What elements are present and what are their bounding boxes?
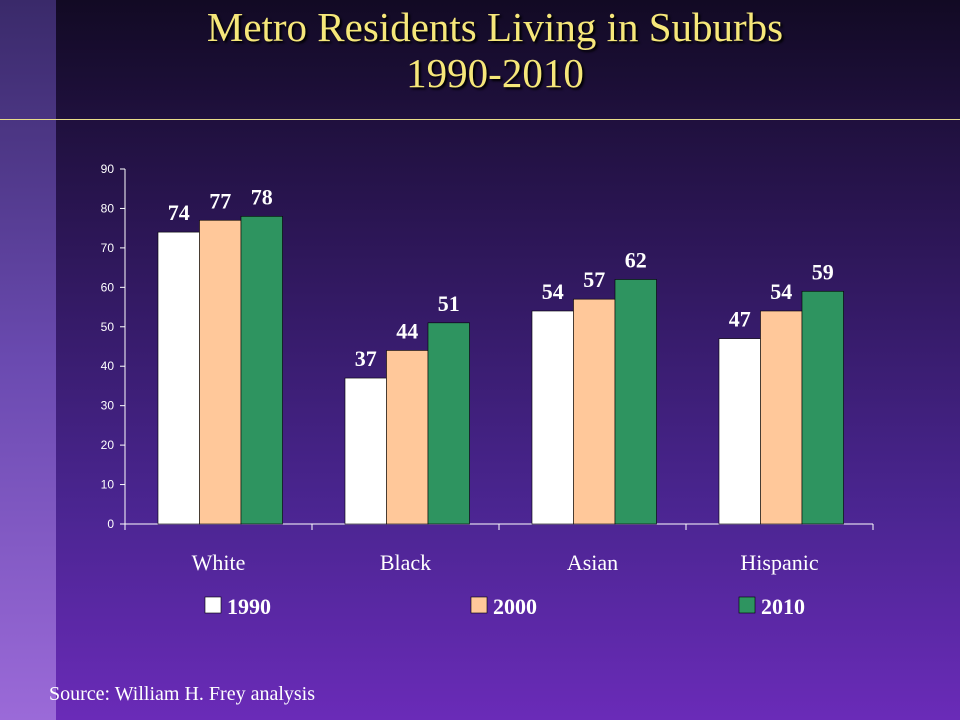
bar-1990 xyxy=(344,377,387,525)
bar-2000 xyxy=(386,350,429,525)
data-label: 54 xyxy=(770,279,792,304)
bar-chart: 0 10 20 30 40 50 60 70 80 90 White 74 77 78 Black 37 44… xyxy=(101,162,844,619)
data-label: 74 xyxy=(168,200,190,225)
data-label: 77 xyxy=(209,188,231,213)
category-label: Hispanic xyxy=(740,550,818,575)
data-label: 78 xyxy=(251,184,273,209)
bar-2000 xyxy=(199,219,242,525)
slide-title-line2: 1990-2010 xyxy=(406,50,584,96)
y-tick-label: 30 xyxy=(101,399,115,413)
y-tick-label: 40 xyxy=(101,359,115,373)
legend-label-2010: 2010 xyxy=(761,594,805,619)
data-label: 54 xyxy=(542,279,564,304)
chart-bars xyxy=(157,216,844,525)
legend-swatch-2000 xyxy=(470,596,488,614)
bar-2010 xyxy=(614,279,657,525)
y-tick-label: 80 xyxy=(101,201,115,215)
slide-title-line1: Metro Residents Living in Suburbs xyxy=(206,4,784,50)
y-tick-label: 10 xyxy=(101,478,115,492)
bar-2010 xyxy=(801,290,844,525)
bar-2000 xyxy=(573,298,616,525)
chart-legend: 1990 2000 2010 xyxy=(204,594,805,619)
category-label: Black xyxy=(380,550,431,575)
y-tick-label: 90 xyxy=(101,162,115,176)
y-tick-label: 60 xyxy=(101,280,115,294)
decorative-side-bar xyxy=(0,0,56,720)
y-tick-label: 0 xyxy=(107,517,114,531)
legend-swatch-1990 xyxy=(204,596,222,614)
data-label: 59 xyxy=(812,259,834,284)
chart-labels: White 74 77 78 Black 37 44 51 Asian 54 57 62 Hispani… xyxy=(168,184,834,575)
y-tick-label: 70 xyxy=(101,241,115,255)
data-label: 47 xyxy=(729,307,751,332)
y-tick-label: 50 xyxy=(101,320,115,334)
bar-2010 xyxy=(427,322,470,525)
data-label: 57 xyxy=(583,267,605,292)
legend-label-2000: 2000 xyxy=(493,594,537,619)
bar-1990 xyxy=(157,231,200,525)
bar-1990 xyxy=(718,338,761,525)
y-tick-label: 20 xyxy=(101,438,115,452)
slide-title: Metro Residents Living in Suburbs 1990-2… xyxy=(56,4,960,96)
data-label: 51 xyxy=(438,291,460,316)
source-note: Source: William H. Frey analysis xyxy=(49,683,316,705)
category-label: Asian xyxy=(567,550,618,575)
data-label: 44 xyxy=(396,318,418,343)
category-label: White xyxy=(192,550,246,575)
data-label: 37 xyxy=(355,346,377,371)
bar-2010 xyxy=(240,216,283,525)
data-label: 62 xyxy=(625,247,647,272)
legend-label-1990: 1990 xyxy=(227,594,271,619)
bar-2000 xyxy=(760,310,803,525)
title-divider xyxy=(0,119,960,120)
legend-swatch-2010 xyxy=(738,596,756,614)
bar-1990 xyxy=(531,310,574,525)
